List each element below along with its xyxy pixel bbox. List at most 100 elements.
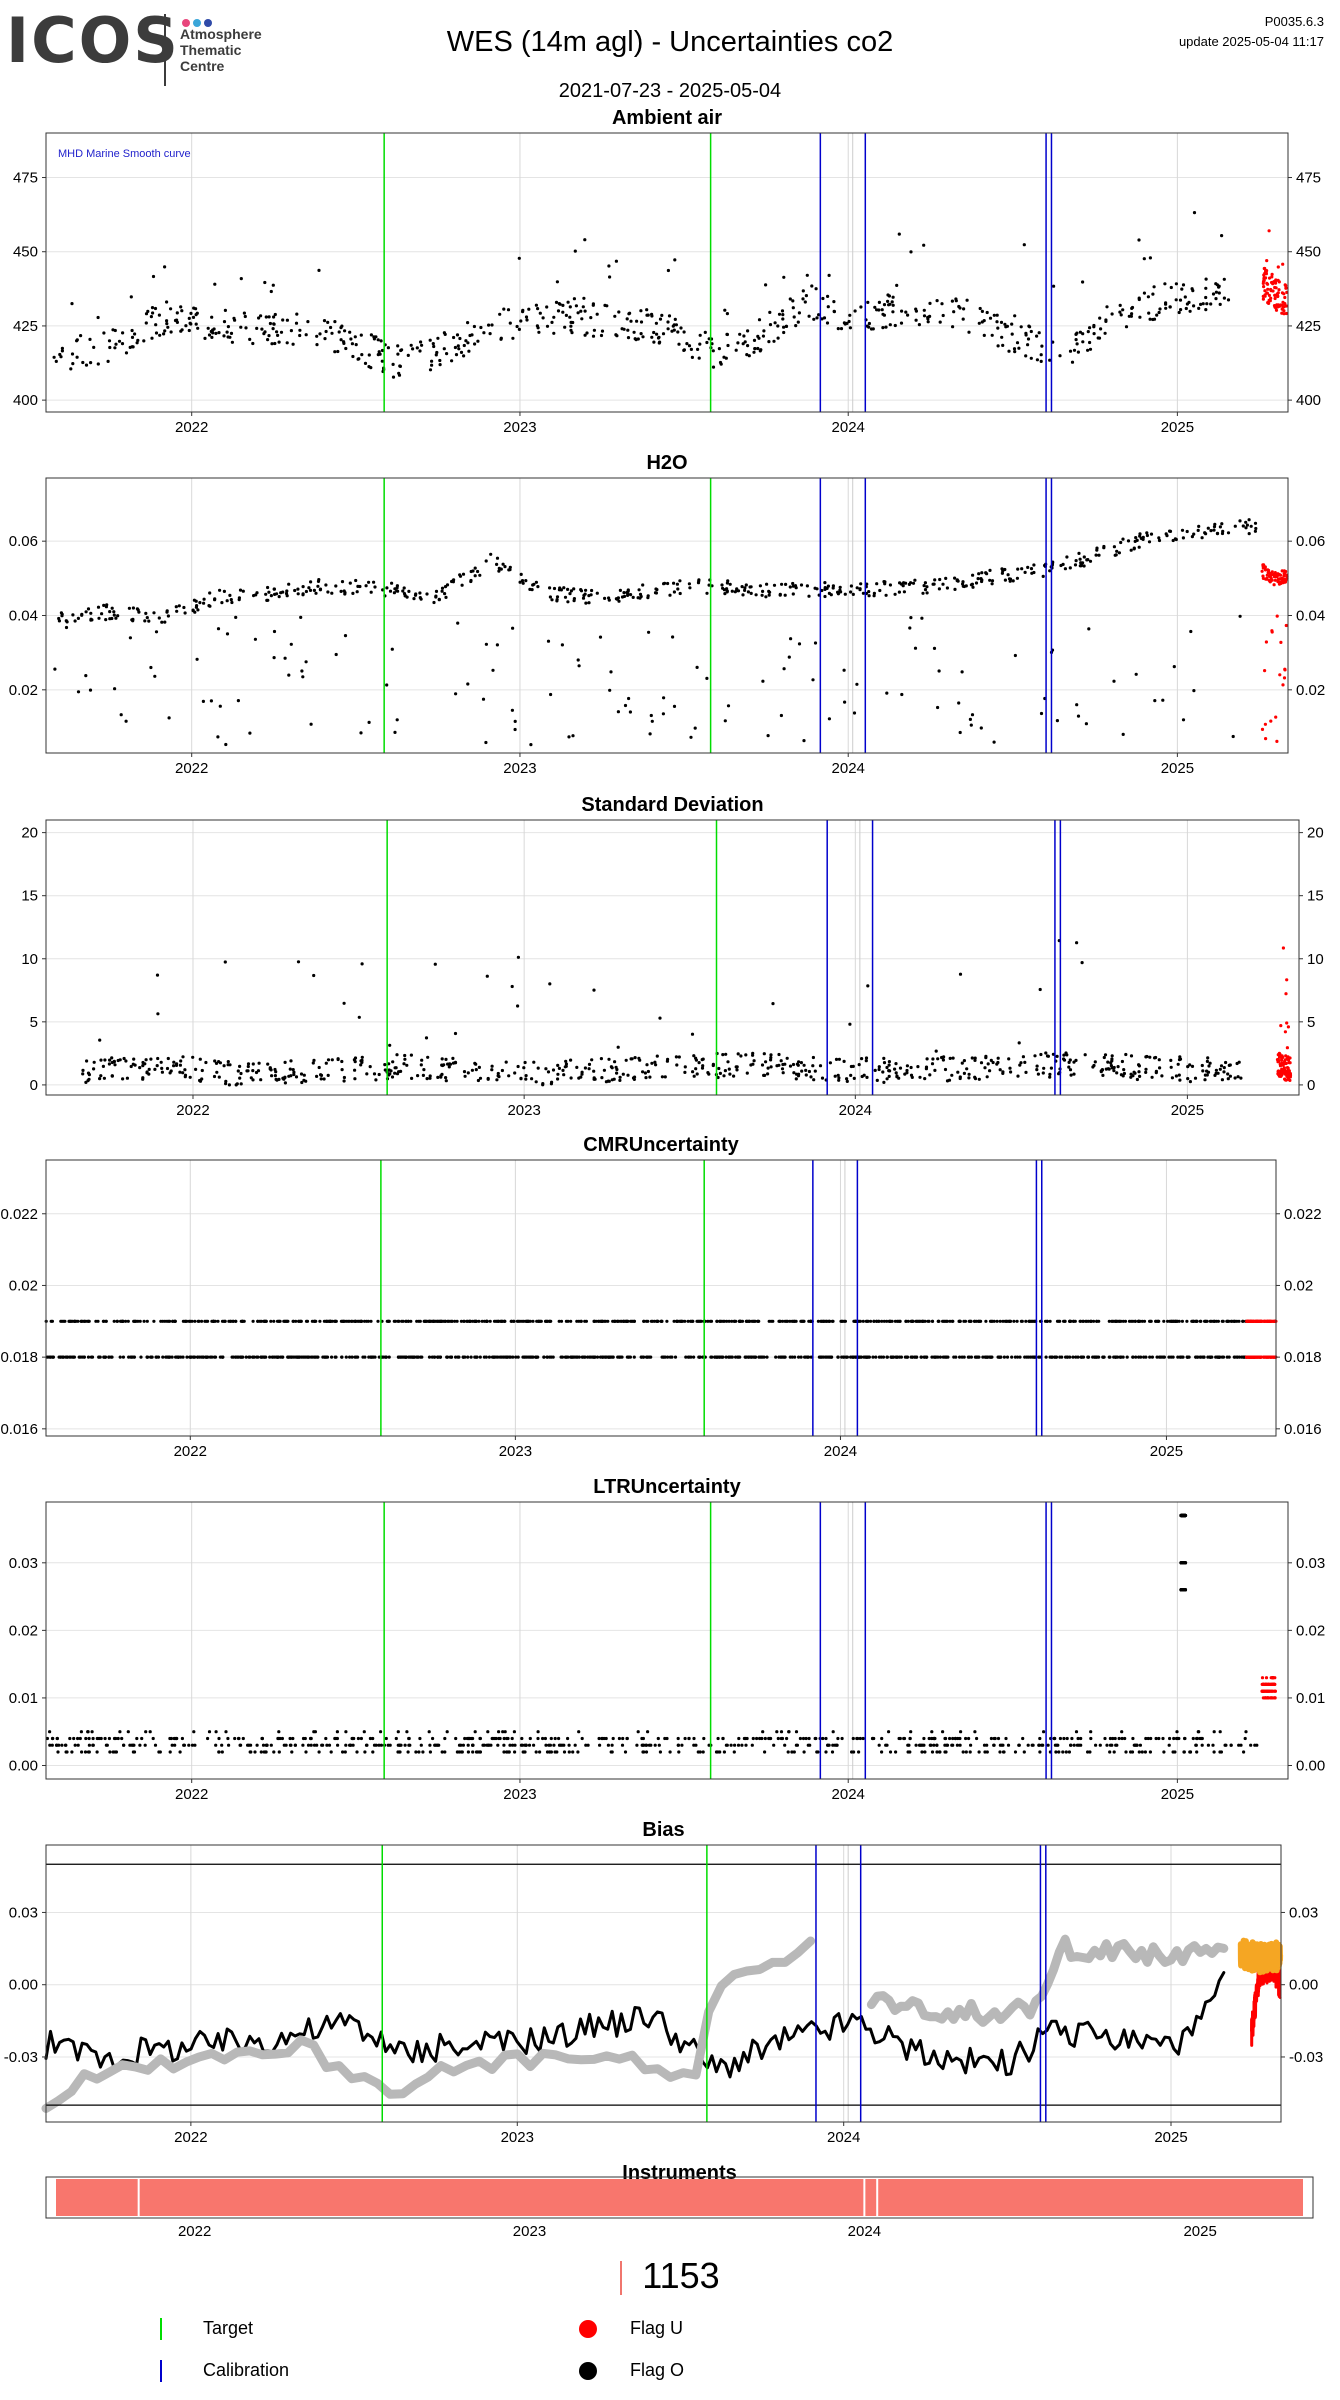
data-point xyxy=(260,1736,264,1741)
data-point xyxy=(1176,1355,1180,1359)
data-point xyxy=(1062,1053,1066,1057)
data-point xyxy=(680,1743,684,1747)
data-point xyxy=(891,1355,896,1359)
x-tick-label: 2023 xyxy=(499,1443,532,1460)
data-point xyxy=(510,708,514,712)
data-point xyxy=(1265,573,1269,577)
x-tick-label: 2023 xyxy=(503,419,536,436)
data-point xyxy=(1166,1319,1170,1323)
data-point xyxy=(1060,1355,1064,1359)
data-point xyxy=(872,591,877,596)
data-point xyxy=(733,1743,737,1747)
data-point xyxy=(569,324,573,328)
data-point xyxy=(579,588,583,592)
data-point xyxy=(1168,1736,1172,1741)
data-point xyxy=(797,311,802,315)
data-point xyxy=(1274,306,1278,310)
data-point xyxy=(443,592,447,596)
data-point xyxy=(86,607,91,611)
data-point xyxy=(904,310,908,314)
data-point xyxy=(1263,669,1267,673)
data-point xyxy=(256,1355,260,1359)
data-point xyxy=(314,1319,318,1323)
data-point xyxy=(415,346,419,350)
data-point xyxy=(1082,555,1086,559)
data-point xyxy=(285,594,289,598)
data-point xyxy=(272,629,277,634)
data-point xyxy=(276,1355,280,1359)
data-point xyxy=(236,1355,240,1359)
data-point xyxy=(203,336,207,340)
data-point xyxy=(363,361,368,365)
data-point xyxy=(84,1080,88,1084)
data-point xyxy=(1196,528,1200,533)
data-point xyxy=(734,348,738,352)
data-point xyxy=(545,1355,550,1359)
data-point xyxy=(837,1057,842,1061)
data-point xyxy=(459,1743,463,1747)
data-point xyxy=(811,1064,815,1068)
data-point xyxy=(742,1736,747,1741)
data-point xyxy=(487,1355,491,1359)
data-point xyxy=(952,310,956,314)
data-point xyxy=(822,316,827,320)
data-point xyxy=(830,1750,835,1754)
data-point xyxy=(849,584,854,588)
data-point xyxy=(210,315,214,319)
data-point xyxy=(157,313,161,317)
data-point xyxy=(486,1743,490,1747)
data-point xyxy=(218,1355,222,1359)
data-point xyxy=(1105,305,1109,309)
data-point xyxy=(336,1057,340,1061)
data-point xyxy=(1192,689,1196,693)
data-point xyxy=(1283,1030,1287,1034)
data-point xyxy=(1008,1066,1012,1070)
data-point xyxy=(813,641,818,645)
data-point xyxy=(435,1319,439,1323)
data-point xyxy=(248,1355,252,1359)
data-point xyxy=(1092,323,1096,328)
data-point xyxy=(498,1736,502,1741)
data-point xyxy=(1137,545,1141,549)
data-point xyxy=(1079,1319,1083,1323)
data-point xyxy=(1035,1068,1039,1072)
data-point xyxy=(866,300,870,304)
data-point xyxy=(1206,1070,1211,1074)
data-point xyxy=(418,349,422,353)
data-point xyxy=(314,591,318,595)
data-point xyxy=(160,620,164,624)
data-point xyxy=(521,310,525,314)
data-point xyxy=(146,309,150,313)
data-point xyxy=(1020,567,1024,571)
data-point xyxy=(446,1319,450,1323)
data-point xyxy=(124,719,128,723)
data-point xyxy=(1277,280,1281,284)
data-point xyxy=(1049,1066,1053,1070)
data-point xyxy=(144,1058,148,1062)
data-point xyxy=(98,1077,102,1081)
data-point xyxy=(416,1355,420,1359)
data-point xyxy=(517,327,522,331)
data-point xyxy=(445,352,449,356)
data-point xyxy=(524,315,529,319)
data-point xyxy=(132,1750,137,1754)
data-point xyxy=(335,1730,339,1734)
data-point xyxy=(295,312,299,316)
data-point xyxy=(577,1076,581,1080)
data-point xyxy=(923,1750,927,1754)
data-point xyxy=(618,1078,622,1082)
data-point xyxy=(935,299,939,303)
data-point xyxy=(440,1063,444,1067)
data-point xyxy=(855,682,859,686)
data-point xyxy=(201,1355,205,1359)
data-point xyxy=(210,1319,214,1323)
data-point xyxy=(626,593,630,598)
data-point xyxy=(67,1319,71,1323)
data-point xyxy=(1155,1355,1159,1359)
data-point xyxy=(688,586,692,590)
data-point xyxy=(1161,698,1165,702)
data-point xyxy=(880,308,884,312)
data-point xyxy=(1280,1070,1284,1074)
data-point xyxy=(281,1076,285,1080)
data-point xyxy=(1208,1319,1212,1323)
